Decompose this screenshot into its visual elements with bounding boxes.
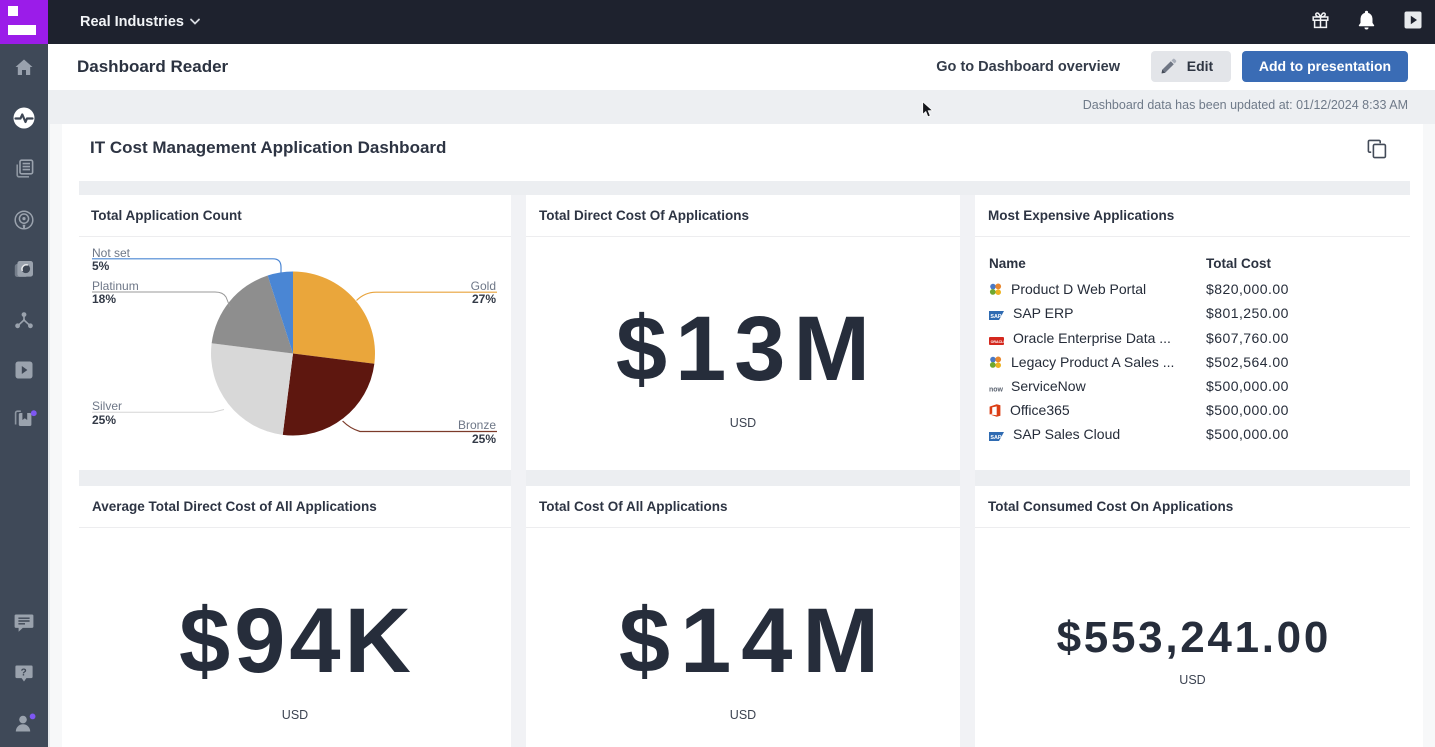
svg-text:?: ?	[21, 667, 27, 678]
svg-text:now: now	[989, 386, 1004, 392]
svg-text:SAP: SAP	[990, 435, 1001, 441]
svg-text:SAP: SAP	[990, 314, 1001, 320]
svg-text:ORACLE: ORACLE	[991, 339, 1004, 343]
